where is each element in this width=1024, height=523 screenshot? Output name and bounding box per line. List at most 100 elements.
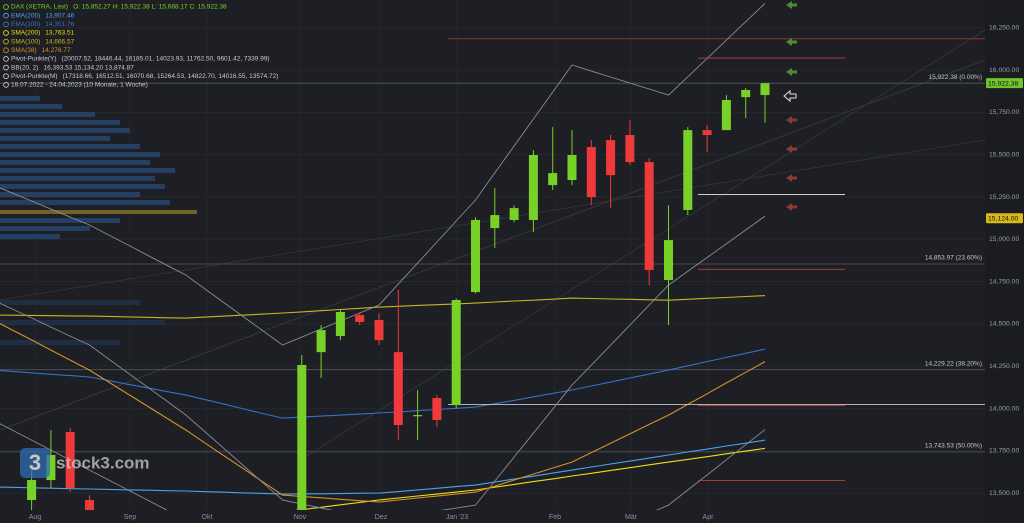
x-tick-label: Dez [375,514,388,521]
y-tick-label: 15,000.00 [989,236,1019,243]
arrow-down [786,203,797,211]
profile-bar [0,112,95,117]
legend-icon [3,64,9,71]
indicator-line [0,439,766,495]
legend-text: BB(20, 2) [11,64,38,71]
y-tick-label: 14,750.00 [989,278,1019,285]
profile-bar [0,144,140,149]
legend-text: Pivot-Punkte(M) [11,73,58,80]
legend-text: Pivot-Punkte(Y) [11,56,57,63]
x-tick-label: Sep [124,514,137,521]
candle-body [644,162,654,271]
profile-bar [0,234,60,239]
candle-body [586,147,596,198]
profile-bar [0,184,165,189]
band-lower [0,423,766,510]
indicator-line [0,295,766,319]
candle-body [528,154,538,220]
legend-text: 14,666.57 [45,38,74,45]
level-label: 13,743.53 (50.00%) [925,443,982,450]
candles [27,83,770,510]
pivot-arrows [783,1,797,211]
indicator-line [0,323,766,503]
watermark-text: stock3.com [56,453,150,472]
x-tick-label: Apr [703,514,715,521]
y-tick-label: 14,000.00 [989,405,1019,412]
legend-icon [3,47,9,54]
candle-body [567,154,577,181]
arrow-up [786,1,797,9]
arrow-down [786,145,797,153]
legend-text: 13,907.46 [45,12,74,19]
candle-body [297,364,307,510]
x-tick-label: Aug [29,514,42,521]
profile-bar [0,160,150,165]
candle-body [27,480,37,501]
x-tick-label: Nov [294,514,307,521]
price-badge [986,78,1023,89]
price-badge [986,213,1023,224]
legend-text: (20007.52, 18446.44, 16185.01, 14023.93,… [62,56,270,63]
volume-profile [0,96,197,345]
legend: DAX (XETRA, Last) O: 15,852.27 H: 15,922.… [3,4,278,89]
candle-body [374,319,384,341]
price-badge-label: 15,124.00 [988,215,1018,222]
candle-body [606,140,616,176]
logo: 3 [29,450,41,475]
candle-body [490,215,500,229]
arrow-down [786,174,797,182]
arrow-up [786,38,797,46]
arrow-current [783,89,797,103]
candle-body [432,397,442,420]
legend-text: 16,393.53 15,134.20 13,874.87 [43,64,134,71]
profile-bar [0,168,175,173]
profile-bar [0,120,120,125]
candle-body [548,173,558,186]
profile-bar [0,96,40,101]
candle-body [451,300,461,406]
y-tick-label: 16,000.00 [989,67,1019,74]
y-tick-label: 15,750.00 [989,109,1019,116]
profile-bar [0,320,165,325]
legend-text: 13,763.51 [45,30,74,37]
profile-bar [0,176,155,181]
legend-text: SMA(100) [11,38,40,45]
y-tick-label: 13,750.00 [989,448,1019,455]
legend-text: EMA(200) [11,12,40,19]
candle-body [664,240,673,281]
legend-text: EMA(100) [11,21,40,28]
y-tick-label: 13,500.00 [989,490,1019,497]
arrow-down [786,116,797,124]
legend-text: O: 15,852.27 H: 15,922.38 L: 15,688.17 C… [73,4,227,11]
candle-body [471,219,480,293]
level-label: 15,922.38 (0.00%) [929,74,982,81]
arrow-up [786,68,797,76]
price-badge-label: 15,922.38 [988,80,1018,87]
trend-line [0,59,985,431]
candle-body [509,208,519,220]
band-upper [0,3,766,346]
indicators [0,3,985,510]
y-tick-label: 15,250.00 [989,194,1019,201]
candle-body [393,352,403,426]
y-tick-label: 15,500.00 [989,151,1019,158]
profile-bar [0,128,130,133]
profile-bar [0,192,140,197]
legend-icon [3,56,9,62]
profile-bar [0,300,140,305]
legend-icon [3,30,9,36]
legend-icon [3,38,9,45]
candle-body [683,130,693,210]
indicator-line [0,348,766,419]
y-tick-label: 14,500.00 [989,321,1019,328]
candle-body [741,90,751,98]
x-tick-label: Okt [202,514,213,521]
profile-bar [0,104,62,109]
indicator-line [294,447,766,510]
x-tick-label: Feb [549,514,561,521]
candle-body [355,315,365,323]
candle-body [65,431,75,489]
candle-body [46,455,56,481]
